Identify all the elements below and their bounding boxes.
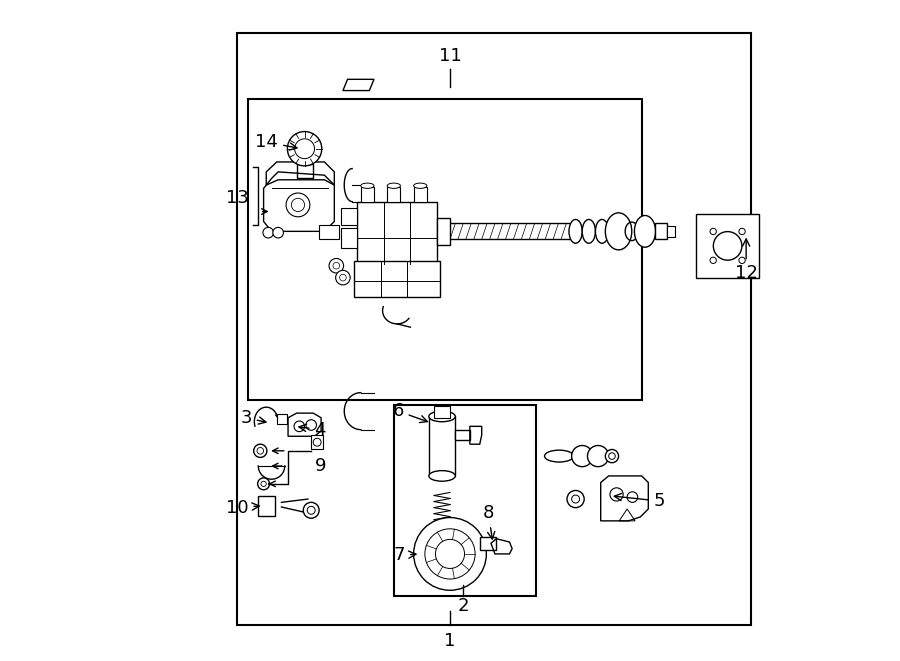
Circle shape (303, 502, 320, 518)
Bar (238, 33, 752, 625)
Circle shape (287, 132, 322, 166)
Circle shape (257, 478, 269, 490)
Circle shape (294, 421, 304, 432)
Ellipse shape (428, 471, 455, 481)
Circle shape (710, 257, 716, 264)
Circle shape (414, 518, 486, 590)
Bar (428, 416, 455, 476)
Bar (320, 225, 339, 239)
Circle shape (572, 495, 580, 503)
Circle shape (567, 490, 584, 508)
Circle shape (313, 438, 321, 446)
Circle shape (294, 139, 314, 159)
Ellipse shape (414, 183, 427, 188)
Bar (414, 187, 427, 202)
Ellipse shape (596, 219, 608, 243)
Bar (258, 496, 274, 516)
Circle shape (710, 228, 716, 235)
Text: 8: 8 (482, 504, 495, 539)
Circle shape (261, 481, 266, 486)
Bar (480, 537, 496, 550)
Text: 3: 3 (240, 408, 266, 427)
Bar (248, 99, 642, 400)
Ellipse shape (434, 530, 450, 538)
Bar (667, 226, 675, 237)
Circle shape (273, 227, 284, 238)
Circle shape (333, 262, 339, 269)
Text: 12: 12 (734, 239, 758, 282)
Text: 11: 11 (438, 47, 462, 65)
Bar (311, 435, 323, 449)
Text: 4: 4 (299, 420, 326, 439)
Circle shape (588, 446, 608, 467)
Circle shape (739, 257, 745, 264)
Text: 9: 9 (314, 457, 326, 475)
Bar (297, 164, 312, 178)
Circle shape (714, 231, 742, 260)
Circle shape (425, 529, 475, 579)
Bar (357, 202, 436, 264)
Text: 14: 14 (256, 133, 297, 151)
Bar (436, 218, 450, 245)
Text: 7: 7 (393, 546, 416, 564)
Bar (361, 187, 374, 202)
Ellipse shape (634, 215, 655, 247)
Ellipse shape (387, 183, 400, 188)
Circle shape (606, 449, 618, 463)
Circle shape (436, 539, 464, 568)
Ellipse shape (569, 219, 582, 243)
Bar (355, 261, 440, 297)
Circle shape (329, 258, 344, 273)
Ellipse shape (606, 213, 632, 250)
Bar (341, 228, 357, 248)
Circle shape (739, 228, 745, 235)
Text: 13: 13 (226, 189, 249, 208)
Circle shape (286, 193, 310, 217)
Bar (277, 414, 287, 424)
Circle shape (292, 198, 304, 212)
Bar (394, 405, 536, 596)
Bar (387, 187, 400, 202)
Bar (696, 214, 760, 278)
Ellipse shape (428, 411, 455, 422)
Circle shape (627, 492, 638, 502)
Circle shape (608, 453, 616, 459)
Circle shape (336, 270, 350, 285)
Circle shape (572, 446, 593, 467)
Circle shape (254, 444, 267, 457)
Circle shape (263, 227, 274, 238)
Text: 6: 6 (392, 402, 427, 422)
Circle shape (610, 488, 623, 501)
Text: 1: 1 (445, 632, 455, 650)
Text: 10: 10 (226, 498, 259, 517)
Text: 5: 5 (615, 492, 665, 510)
Text: 2: 2 (457, 597, 469, 615)
Circle shape (339, 274, 346, 281)
Bar (434, 406, 450, 418)
Ellipse shape (582, 219, 596, 243)
Bar (341, 208, 357, 225)
Bar (655, 223, 667, 239)
Circle shape (306, 420, 317, 430)
Ellipse shape (544, 450, 573, 462)
Circle shape (307, 506, 315, 514)
Circle shape (257, 447, 264, 454)
Bar (455, 430, 470, 440)
Ellipse shape (361, 183, 374, 188)
